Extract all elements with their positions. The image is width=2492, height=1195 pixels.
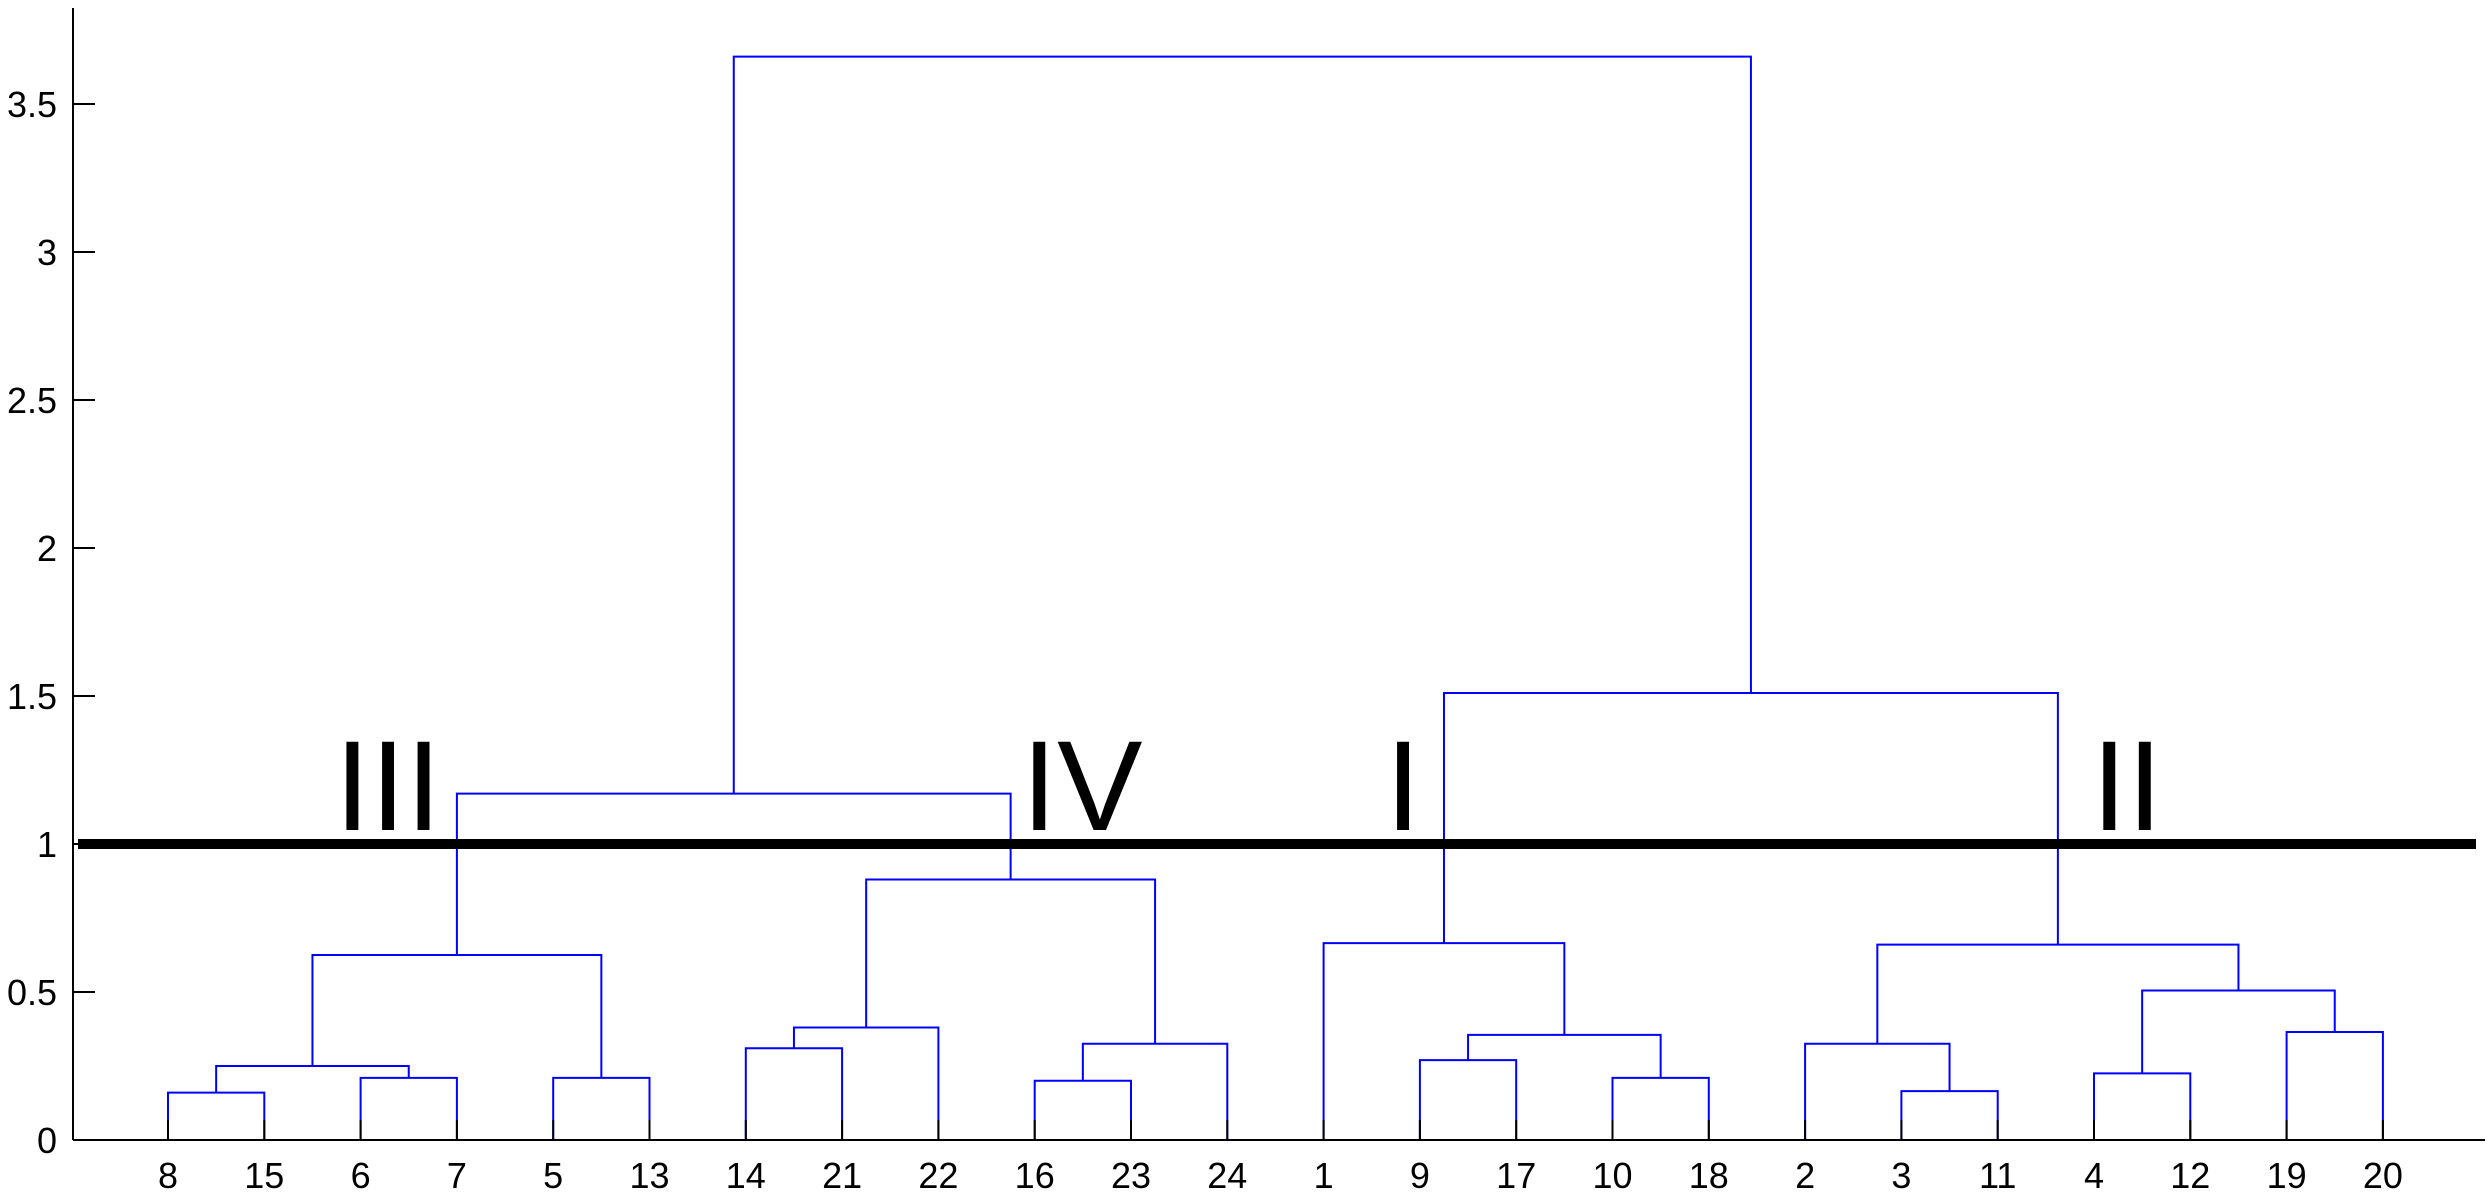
- cluster-label-ii: II: [2091, 715, 2162, 858]
- x-tick-label-7: 21: [822, 1155, 862, 1195]
- x-tick-label-17: 2: [1795, 1155, 1815, 1195]
- dendrogram-link-3: [552, 1076, 651, 1140]
- y-tick-label-4: 2: [37, 528, 57, 569]
- x-tick-label-3: 7: [447, 1155, 467, 1195]
- dendrogram-link-22: [732, 55, 1752, 794]
- x-tick-label-20: 4: [2084, 1155, 2104, 1195]
- x-tick-label-23: 20: [2363, 1155, 2403, 1195]
- cluster-label-iii: III: [335, 715, 442, 858]
- x-tick-label-18: 3: [1891, 1155, 1911, 1195]
- x-tick-label-14: 17: [1496, 1155, 1536, 1195]
- x-tick-label-10: 23: [1111, 1155, 1151, 1195]
- dendrogram-link-4: [311, 954, 603, 1078]
- dendrogram-link-8: [1081, 1042, 1229, 1140]
- dendrogram-link-10: [455, 792, 1012, 955]
- x-tick-label-8: 22: [918, 1155, 958, 1195]
- dendrogram-link-9: [865, 878, 1157, 1044]
- y-tick-label-3: 1.5: [7, 676, 57, 717]
- x-tick-label-15: 10: [1592, 1155, 1632, 1195]
- dendrogram-link-1: [359, 1076, 458, 1140]
- x-tick-label-6: 14: [726, 1155, 766, 1195]
- dendrogram-links: [167, 55, 2384, 1140]
- y-tick-label-1: 0.5: [7, 972, 57, 1013]
- x-tick-label-22: 19: [2267, 1155, 2307, 1195]
- dendrogram-link-14: [1322, 942, 1566, 1140]
- x-tick-label-16: 18: [1689, 1155, 1729, 1195]
- x-tick-label-5: 13: [629, 1155, 669, 1195]
- dendrogram-link-2: [215, 1065, 410, 1093]
- x-tick-label-2: 6: [351, 1155, 371, 1195]
- dendrogram-link-6: [792, 1026, 940, 1140]
- x-tick-label-9: 16: [1015, 1155, 1055, 1195]
- y-tick-label-6: 3: [37, 232, 57, 273]
- dendrogram-link-0: [167, 1091, 266, 1140]
- cluster-labels: III IV I II: [335, 715, 2163, 858]
- dendrogram-link-18: [2285, 1030, 2384, 1140]
- dendrogram-link-13: [1467, 1033, 1662, 1078]
- x-tick-label-13: 9: [1410, 1155, 1430, 1195]
- x-tick-label-21: 12: [2170, 1155, 2210, 1195]
- cluster-label-iv: IV: [1022, 715, 1143, 858]
- axes: 00.511.522.533.58 15 6 7 5 13 14 21 22 16 23 24 1 9 17…: [7, 8, 2485, 1195]
- dendrogram-link-15: [1900, 1090, 1999, 1140]
- dendrogram-link-7: [1033, 1079, 1132, 1140]
- dendrogram-link-20: [1876, 943, 2240, 1044]
- y-tick-label-0: 0: [37, 1120, 57, 1161]
- dendrogram-link-21: [1442, 692, 2059, 945]
- x-tick-label-4: 5: [543, 1155, 563, 1195]
- x-tick-label-1: 15: [244, 1155, 284, 1195]
- y-tick-label-2: 1: [37, 824, 57, 865]
- dendrogram-link-11: [1418, 1059, 1518, 1140]
- x-tick-label-0: 8: [158, 1155, 178, 1195]
- dendrogram-link-17: [2093, 1072, 2192, 1140]
- dendrogram-link-5: [744, 1047, 844, 1140]
- y-tick-label-5: 2.5: [7, 380, 57, 421]
- y-tick-label-7: 3.5: [7, 84, 57, 125]
- x-tick-label-12: 1: [1314, 1155, 1334, 1195]
- cluster-label-i: I: [1385, 715, 1421, 858]
- x-tick-label-11: 24: [1207, 1155, 1247, 1195]
- dendrogram-link-12: [1611, 1076, 1710, 1140]
- x-tick-label-19: 11: [1979, 1155, 2016, 1195]
